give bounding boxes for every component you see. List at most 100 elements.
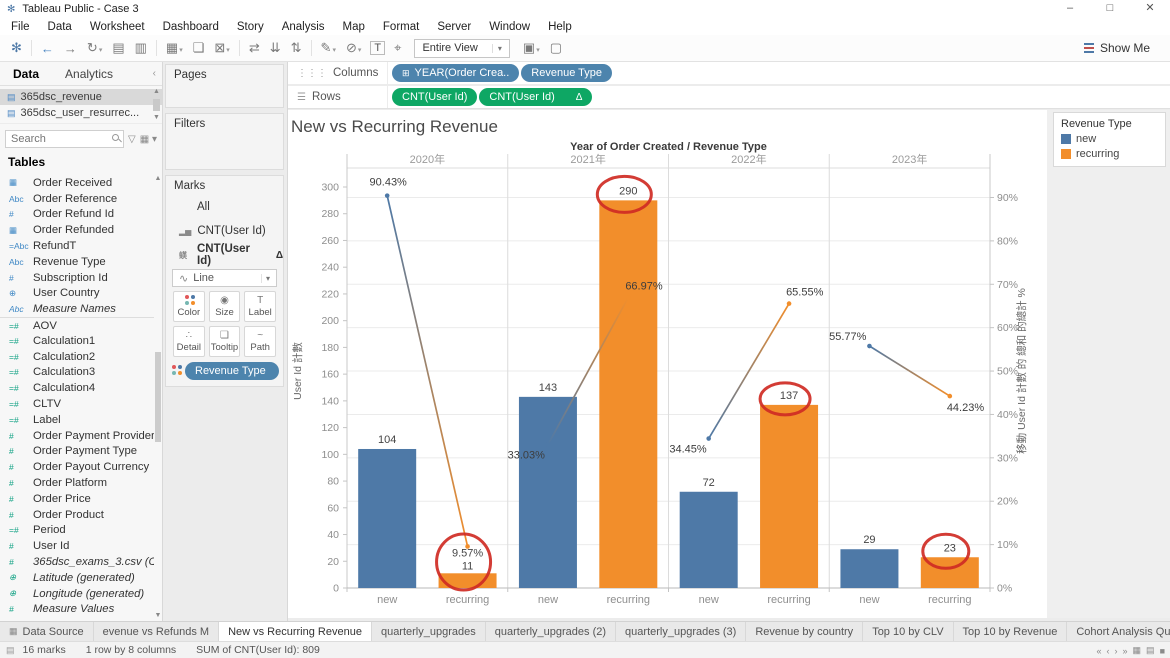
pill-cnt-user-id-[interactable]: CNT(User Id) Δ: [479, 88, 593, 106]
pill-year-order-crea-[interactable]: ⊞ YEAR(Order Crea..: [392, 64, 520, 82]
sheet-tab-quarterly-upgrades-3-[interactable]: quarterly_upgrades (3): [616, 622, 747, 641]
next-record-icon[interactable]: ›: [1114, 645, 1118, 656]
menu-window[interactable]: Window: [489, 20, 531, 33]
field-order-refund-id[interactable]: # Order Refund Id: [9, 208, 115, 221]
show-me-button[interactable]: Show Me: [1083, 41, 1164, 55]
rows-shelf[interactable]: ☰ Rows CNT(User Id) CNT(User Id) Δ: [288, 86, 1170, 109]
sheet-tab-cohort-analysis-quarterly[interactable]: Cohort Analysis Quarterly: [1067, 622, 1170, 641]
show-mark-labels-icon[interactable]: T: [370, 41, 386, 55]
filmstrip-view-icon[interactable]: ▤: [1146, 645, 1155, 655]
sheet-tab-evenue-vs-refunds-m[interactable]: evenue vs Refunds M: [94, 622, 220, 641]
field-calculation1[interactable]: =# Calculation1: [9, 334, 96, 347]
restore-button[interactable]: □: [1106, 2, 1114, 14]
sheet-tab-top-10-by-clv[interactable]: Top 10 by CLV: [863, 622, 954, 641]
pill-revenue-type[interactable]: Revenue Type: [521, 64, 613, 82]
bar-2020年-new[interactable]: [358, 448, 417, 588]
fields-scrollbar[interactable]: ▲ ▼: [154, 175, 162, 619]
fit-view-select[interactable]: Entire View ▾: [414, 38, 510, 58]
menu-worksheet[interactable]: Worksheet: [89, 20, 145, 33]
field-label[interactable]: =# Label: [9, 413, 61, 426]
field-calculation4[interactable]: =# Calculation4: [9, 382, 96, 395]
prev-record-icon[interactable]: ‹: [1106, 645, 1110, 656]
bar-2021年-recurring[interactable]: [599, 200, 658, 588]
field-search[interactable]: [5, 130, 125, 148]
field-365dsc-exams-3-csv-c-[interactable]: #365dsc_exams_3.csv (C..: [9, 556, 154, 569]
field-period[interactable]: =# Period: [9, 524, 66, 537]
filter-funnel-icon[interactable]: ▽: [128, 133, 136, 145]
collapse-pane-icon[interactable]: ‹: [152, 68, 156, 79]
field-measure-values[interactable]: # Measure Values: [9, 603, 115, 616]
new-worksheet-icon[interactable]: ▦▾: [165, 40, 183, 55]
scroll-up-icon[interactable]: ▲: [153, 88, 160, 95]
last-record-icon[interactable]: »: [1122, 645, 1128, 656]
field-user-id[interactable]: # User Id: [9, 540, 70, 553]
data-source-item[interactable]: ▤ 365dsc_user_resurrec...: [7, 107, 140, 119]
bar-2022年-recurring[interactable]: [760, 404, 819, 588]
close-button[interactable]: ✕: [1145, 2, 1155, 14]
tableau-logo-icon[interactable]: ✻: [11, 40, 22, 55]
scroll-down-icon[interactable]: ▼: [154, 612, 162, 619]
field-longitude-generated-[interactable]: ⊕ Longitude (generated): [9, 587, 145, 600]
field-order-reference[interactable]: Abc Order Reference: [9, 192, 118, 205]
field-subscription-id[interactable]: # Subscription Id: [9, 271, 108, 284]
legend-item-recurring[interactable]: recurring: [1061, 148, 1158, 160]
sheet-tab-quarterly-upgrades[interactable]: quarterly_upgrades: [372, 622, 486, 641]
marks-row-all[interactable]: All: [197, 201, 210, 213]
presentation-mode-icon[interactable]: ▢: [549, 40, 562, 55]
sheet-tab-new-vs-recurring-revenue[interactable]: New vs Recurring Revenue: [219, 622, 372, 641]
highlight-icon[interactable]: ✎▾: [320, 40, 336, 55]
menu-dashboard[interactable]: Dashboard: [162, 20, 219, 33]
marks-row-cnt-user-id-[interactable]: 蝧 CNT(User Id) Δ: [179, 243, 283, 267]
view-options-icon[interactable]: ▦ ▾: [139, 133, 157, 145]
sheet-tab-quarterly-upgrades-2-[interactable]: quarterly_upgrades (2): [486, 622, 617, 641]
detail-button[interactable]: ∴ Detail: [173, 326, 205, 357]
field-user-country[interactable]: ⊕ User Country: [9, 287, 100, 300]
fix-axes-icon[interactable]: ⌖: [394, 40, 402, 55]
show-hide-cards-icon[interactable]: ▣▾: [522, 40, 540, 55]
menu-help[interactable]: Help: [548, 20, 572, 33]
trend-line-2020年[interactable]: [386, 195, 469, 547]
marks-pill-revenue-type[interactable]: Revenue Type: [185, 362, 279, 380]
search-input[interactable]: [5, 130, 125, 148]
field-latitude-generated-[interactable]: ⊕ Latitude (generated): [9, 571, 135, 584]
first-record-icon[interactable]: «: [1096, 645, 1102, 656]
back-icon[interactable]: ←: [40, 40, 54, 56]
trend-line-2023年[interactable]: [868, 345, 951, 397]
clear-sheet-icon[interactable]: ⊠▾: [214, 40, 230, 55]
legend-item-new[interactable]: new: [1061, 133, 1158, 145]
group-members-icon[interactable]: ⊘▾: [345, 40, 362, 55]
save-icon[interactable]: ▤: [112, 40, 125, 55]
field-order-price[interactable]: # Order Price: [9, 492, 91, 505]
scroll-down-icon[interactable]: ▼: [153, 114, 160, 121]
size-button[interactable]: ◉ Size: [208, 291, 241, 322]
tab-analytics[interactable]: Analytics: [65, 66, 114, 81]
bar-2023年-new[interactable]: [840, 549, 899, 588]
label-button[interactable]: T Label: [244, 291, 276, 322]
redo-icon[interactable]: ↻▾: [86, 40, 103, 55]
duplicate-sheet-icon[interactable]: ❏: [192, 40, 205, 55]
field-refundt[interactable]: =Abc RefundT: [9, 240, 77, 253]
field-order-payment-provider[interactable]: # Order Payment Provider: [9, 429, 154, 442]
field-order-received[interactable]: ▦ Order Received: [9, 176, 113, 189]
field-order-platform[interactable]: # Order Platform: [9, 477, 108, 490]
new-data-source-icon[interactable]: ▥: [134, 40, 147, 55]
filters-shelf[interactable]: Filters: [165, 113, 284, 170]
field-order-payout-currency[interactable]: # Order Payout Currency: [9, 461, 150, 474]
menu-file[interactable]: File: [11, 20, 30, 33]
sheet-tab-revenue-by-country[interactable]: Revenue by country: [746, 622, 864, 641]
color-legend[interactable]: Revenue Type new recurring: [1053, 112, 1166, 167]
field-measure-names[interactable]: Abc Measure Names: [9, 303, 116, 316]
menu-story[interactable]: Story: [236, 20, 264, 33]
field-aov[interactable]: =# AOV: [0, 317, 154, 333]
pages-shelf[interactable]: Pages: [165, 64, 284, 108]
trend-line-2022年[interactable]: [707, 303, 790, 439]
field-order-product[interactable]: # Order Product: [9, 508, 104, 521]
field-order-payment-type[interactable]: # Order Payment Type: [9, 445, 138, 458]
trend-line-2021年[interactable]: [547, 297, 630, 446]
forward-icon[interactable]: →: [63, 40, 77, 56]
field-cltv[interactable]: =# CLTV: [9, 398, 62, 411]
path-button[interactable]: ~ Path: [244, 326, 276, 357]
sort-descending-icon[interactable]: ⇅: [290, 40, 302, 55]
bar-2022年-new[interactable]: [679, 491, 738, 588]
marks-row-cnt-user-id-[interactable]: ▂▅ CNT(User Id): [179, 225, 266, 237]
